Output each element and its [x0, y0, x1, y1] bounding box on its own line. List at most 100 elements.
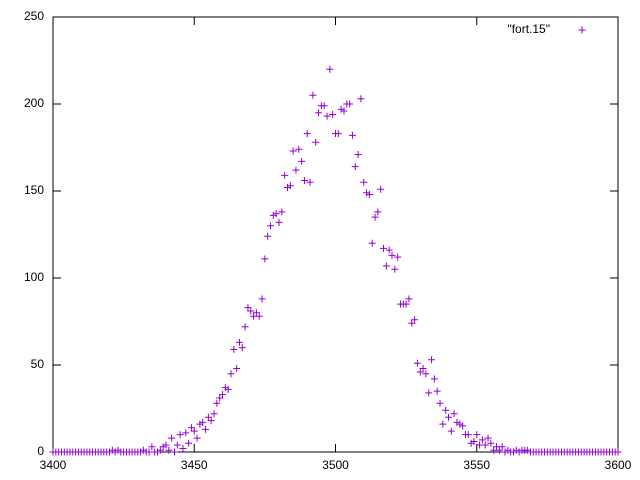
point [433, 387, 441, 395]
plot-border [52, 16, 619, 453]
point [264, 232, 272, 240]
point [230, 345, 238, 353]
point [241, 323, 249, 331]
point [165, 446, 173, 454]
point [295, 145, 303, 153]
point [255, 312, 263, 320]
point [430, 375, 438, 383]
point [202, 425, 210, 433]
point [235, 338, 243, 346]
point [272, 210, 280, 218]
point [185, 439, 193, 447]
point [315, 109, 323, 117]
point [380, 244, 388, 252]
y-tick-label: 100 [24, 270, 44, 284]
point [422, 370, 430, 378]
point [445, 413, 452, 421]
point [450, 410, 458, 418]
point [413, 359, 421, 367]
point [481, 441, 489, 449]
point [382, 262, 390, 270]
x-tick-label: 3550 [463, 458, 490, 472]
point [334, 130, 342, 138]
point [298, 157, 306, 165]
point [402, 300, 410, 308]
x-tick-label: 3500 [322, 458, 349, 472]
point [190, 427, 198, 435]
point [199, 418, 207, 426]
y-tick-label: 0 [37, 444, 44, 458]
x-tick-label: 3400 [40, 458, 67, 472]
point [329, 110, 337, 118]
point [464, 431, 472, 439]
point [179, 445, 187, 453]
point [275, 218, 283, 226]
point [247, 307, 255, 315]
point [484, 434, 492, 442]
point [193, 434, 201, 442]
point [224, 385, 232, 393]
point [227, 370, 235, 378]
point [309, 91, 317, 99]
point [323, 112, 331, 120]
point [473, 431, 481, 439]
legend-label: "fort.15" [507, 22, 550, 36]
point [385, 246, 393, 254]
y-tick-label: 150 [24, 183, 44, 197]
legend-marker [578, 26, 586, 34]
point [365, 190, 373, 198]
point [267, 222, 275, 230]
point [354, 150, 362, 158]
point [320, 102, 328, 110]
point [289, 147, 297, 155]
x-tick-label: 3600 [605, 458, 632, 472]
point [346, 100, 354, 108]
point [351, 163, 359, 171]
point [170, 448, 178, 456]
point [357, 95, 365, 103]
point [411, 316, 419, 324]
point [286, 182, 294, 190]
point [447, 427, 455, 435]
point [168, 434, 176, 442]
point [238, 344, 246, 352]
point [173, 441, 181, 449]
point [348, 131, 356, 139]
point [213, 399, 221, 407]
point [371, 213, 379, 221]
point [278, 208, 286, 216]
point [428, 356, 436, 364]
point [419, 364, 427, 372]
point [176, 431, 184, 439]
point [368, 239, 376, 247]
point [470, 438, 478, 446]
point [340, 107, 348, 115]
point [148, 443, 156, 451]
point [487, 439, 495, 447]
point [306, 178, 314, 186]
point [391, 265, 399, 273]
point [312, 138, 320, 146]
point [303, 130, 311, 138]
point [219, 391, 226, 399]
point [388, 251, 396, 259]
point [405, 295, 413, 303]
point [374, 208, 382, 216]
point [207, 417, 215, 425]
point [439, 420, 447, 428]
point [614, 448, 622, 456]
point [478, 436, 486, 444]
point [292, 166, 300, 174]
point [233, 364, 241, 372]
y-tick-label: 250 [24, 9, 44, 23]
point [162, 441, 170, 449]
y-tick-label: 50 [31, 357, 45, 371]
point [394, 253, 402, 261]
point [326, 65, 334, 73]
point [300, 177, 308, 185]
point [377, 185, 385, 193]
y-tick-label: 200 [24, 96, 44, 110]
point [436, 399, 444, 407]
